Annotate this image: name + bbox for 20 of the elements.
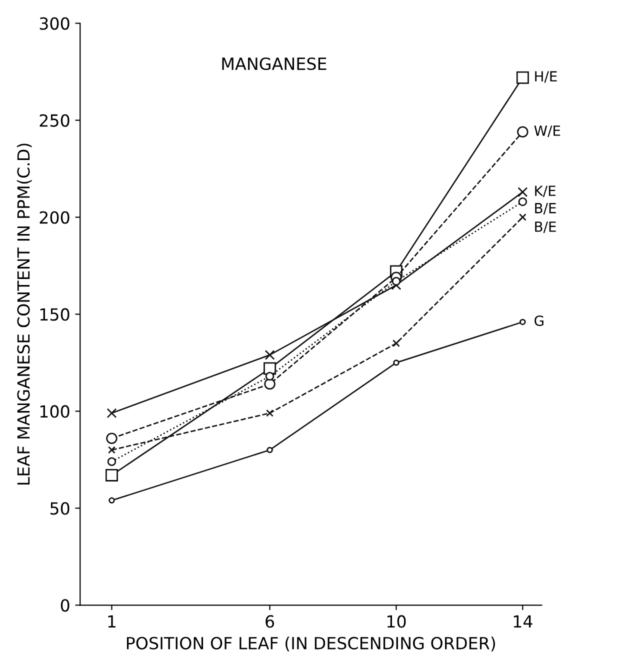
y-tick-label: 300: [40, 17, 70, 30]
series-label: G: [534, 315, 544, 326]
y-tick-label: 150: [40, 308, 70, 321]
series-label: K/E: [535, 186, 556, 198]
series-label: W/E: [534, 126, 560, 138]
y-axis-title: LEAF MANGANESE CONTENT IN PPM(C.D): [16, 144, 32, 485]
series-label: H/E: [535, 71, 557, 83]
series-label: B/E: [535, 222, 556, 234]
y-tick-label: 250: [40, 114, 70, 127]
x-axis-title: POSITION OF LEAF (IN DESCENDING ORDER): [126, 636, 495, 652]
x-tick-label: 1: [108, 615, 116, 628]
series-label: B/E: [535, 203, 556, 214]
x-tick-label: 6: [266, 615, 274, 628]
y-tick-label: 0: [60, 599, 70, 612]
x-tick-label: 10: [387, 615, 406, 628]
y-tick-label: 100: [40, 405, 70, 418]
text: MANGANESE: [222, 57, 326, 70]
y-tick-label: 200: [40, 211, 70, 224]
y-tick-label: 50: [50, 502, 70, 515]
x-tick-label: 14: [514, 615, 532, 628]
